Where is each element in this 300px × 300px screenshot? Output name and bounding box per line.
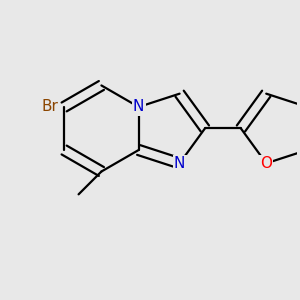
Text: N: N <box>174 156 185 171</box>
Text: O: O <box>260 156 272 171</box>
Text: N: N <box>133 100 144 115</box>
Text: Br: Br <box>42 100 58 115</box>
